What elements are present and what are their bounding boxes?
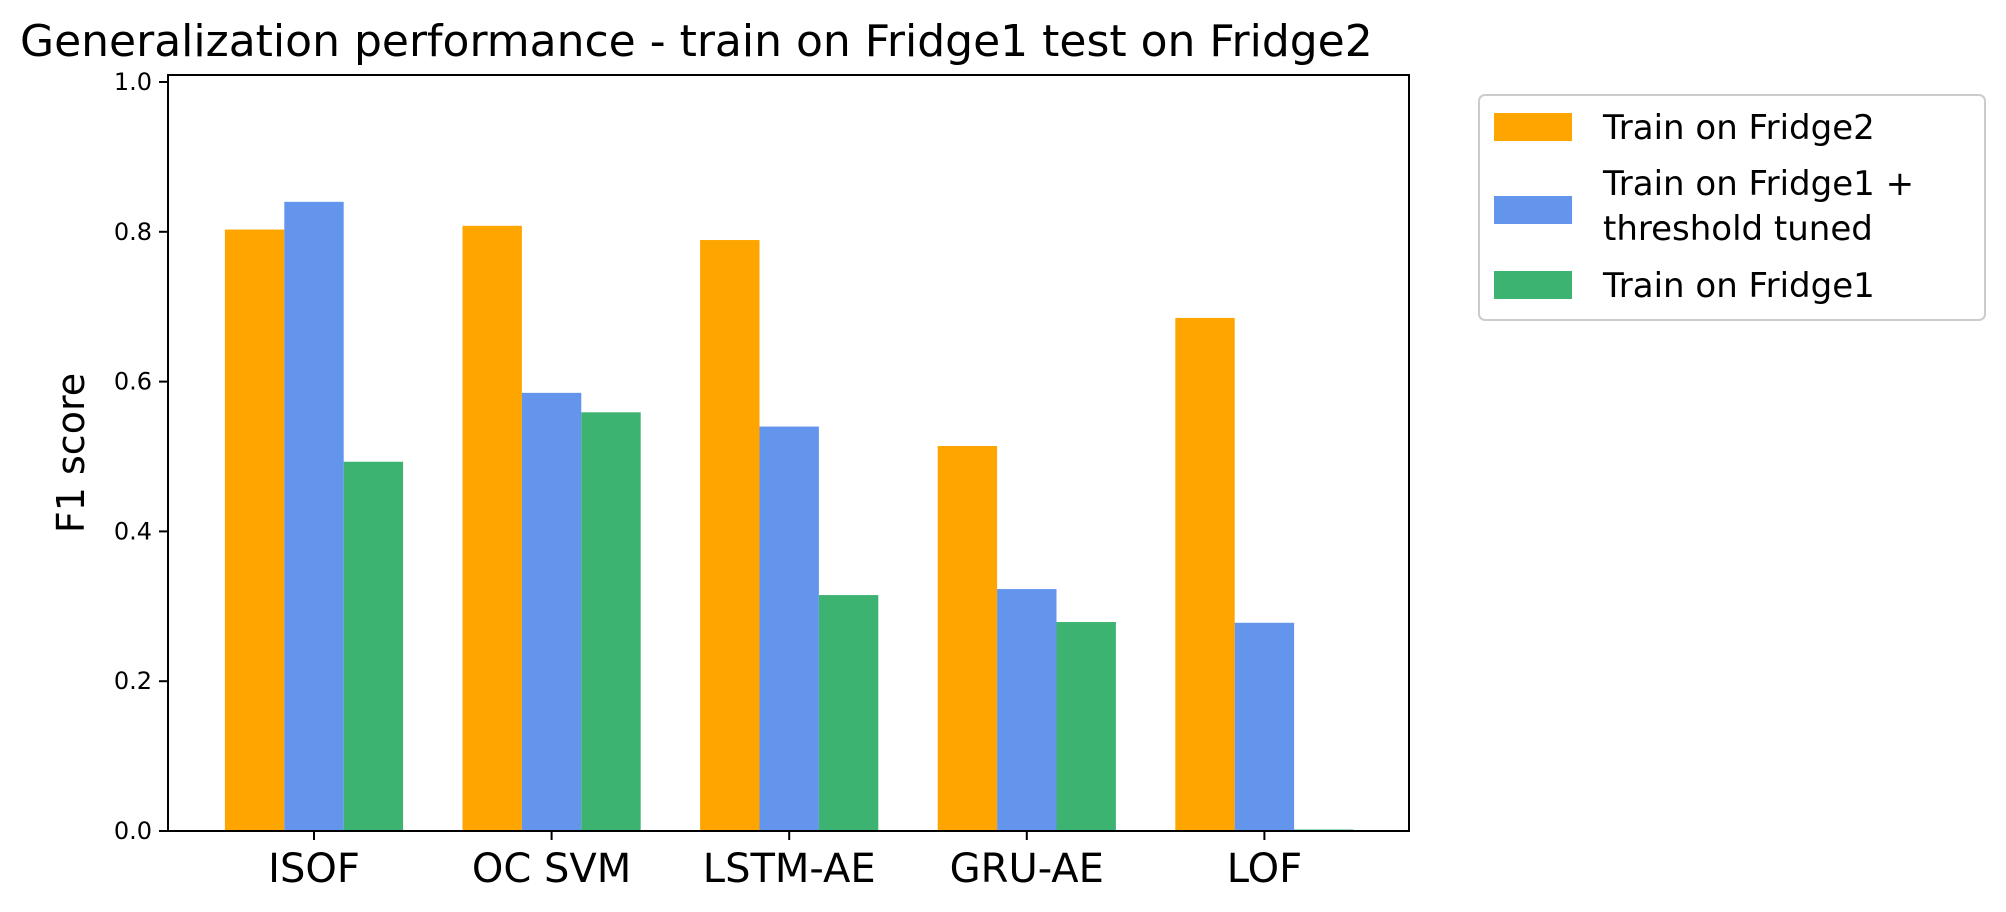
bar-oc-svm-series-1 [462,225,522,831]
bar-lstm-ae-series-3 [818,595,879,831]
legend-label: Train on Fridge2 [1602,108,1875,148]
legend-swatch [1494,271,1572,299]
bar-isof-series-2 [284,201,344,832]
x-tick-label: ISOF [268,846,360,892]
legend-label: Train on Fridge1 [1602,266,1875,306]
legend: Train on Fridge2 Train on Fridge1 + thresh… [1478,94,1986,321]
x-tick-label: LOF [1227,846,1302,892]
x-tick-label: GRU-AE [950,846,1104,892]
y-tick-label: 0.6 [114,368,152,396]
y-axis: 0.0 0.2 0.4 0.6 0.8 1.0 [114,68,168,845]
legend-swatch [1494,196,1572,224]
chart-title: Generalization performance - train on Fr… [20,16,1373,67]
bar-isof-series-3 [343,461,404,831]
bar-lof-series-1 [1175,317,1235,831]
plot-area [167,74,1410,832]
bar-gru-ae-series-1 [937,446,998,831]
bar-lstm-ae-series-2 [759,426,819,831]
bar-gru-ae-series-3 [1056,622,1116,831]
legend-box [1478,94,1986,321]
bar-oc-svm-series-3 [581,412,641,831]
bar-gru-ae-series-2 [997,589,1057,831]
x-axis: ISOF OC SVM LSTM-AE GRU-AE LOF [268,831,1302,892]
bar-lstm-ae-series-1 [700,240,760,832]
bar-isof-series-1 [224,229,285,832]
y-axis-label: F1 score [49,373,93,533]
x-tick-label: LSTM-AE [703,846,876,892]
y-tick-label: 0.0 [114,817,152,845]
x-tick-label: OC SVM [472,846,631,892]
y-tick-label: 0.8 [114,218,152,246]
y-tick-label: 0.2 [114,667,152,695]
bar-lof-series-2 [1234,622,1295,831]
legend-label: Train on Fridge1 + threshold tuned [1602,164,1914,249]
legend-swatch [1494,113,1572,141]
bar-oc-svm-series-2 [521,392,582,831]
y-tick-label: 0.4 [114,517,152,545]
y-tick-label: 1.0 [114,68,152,96]
